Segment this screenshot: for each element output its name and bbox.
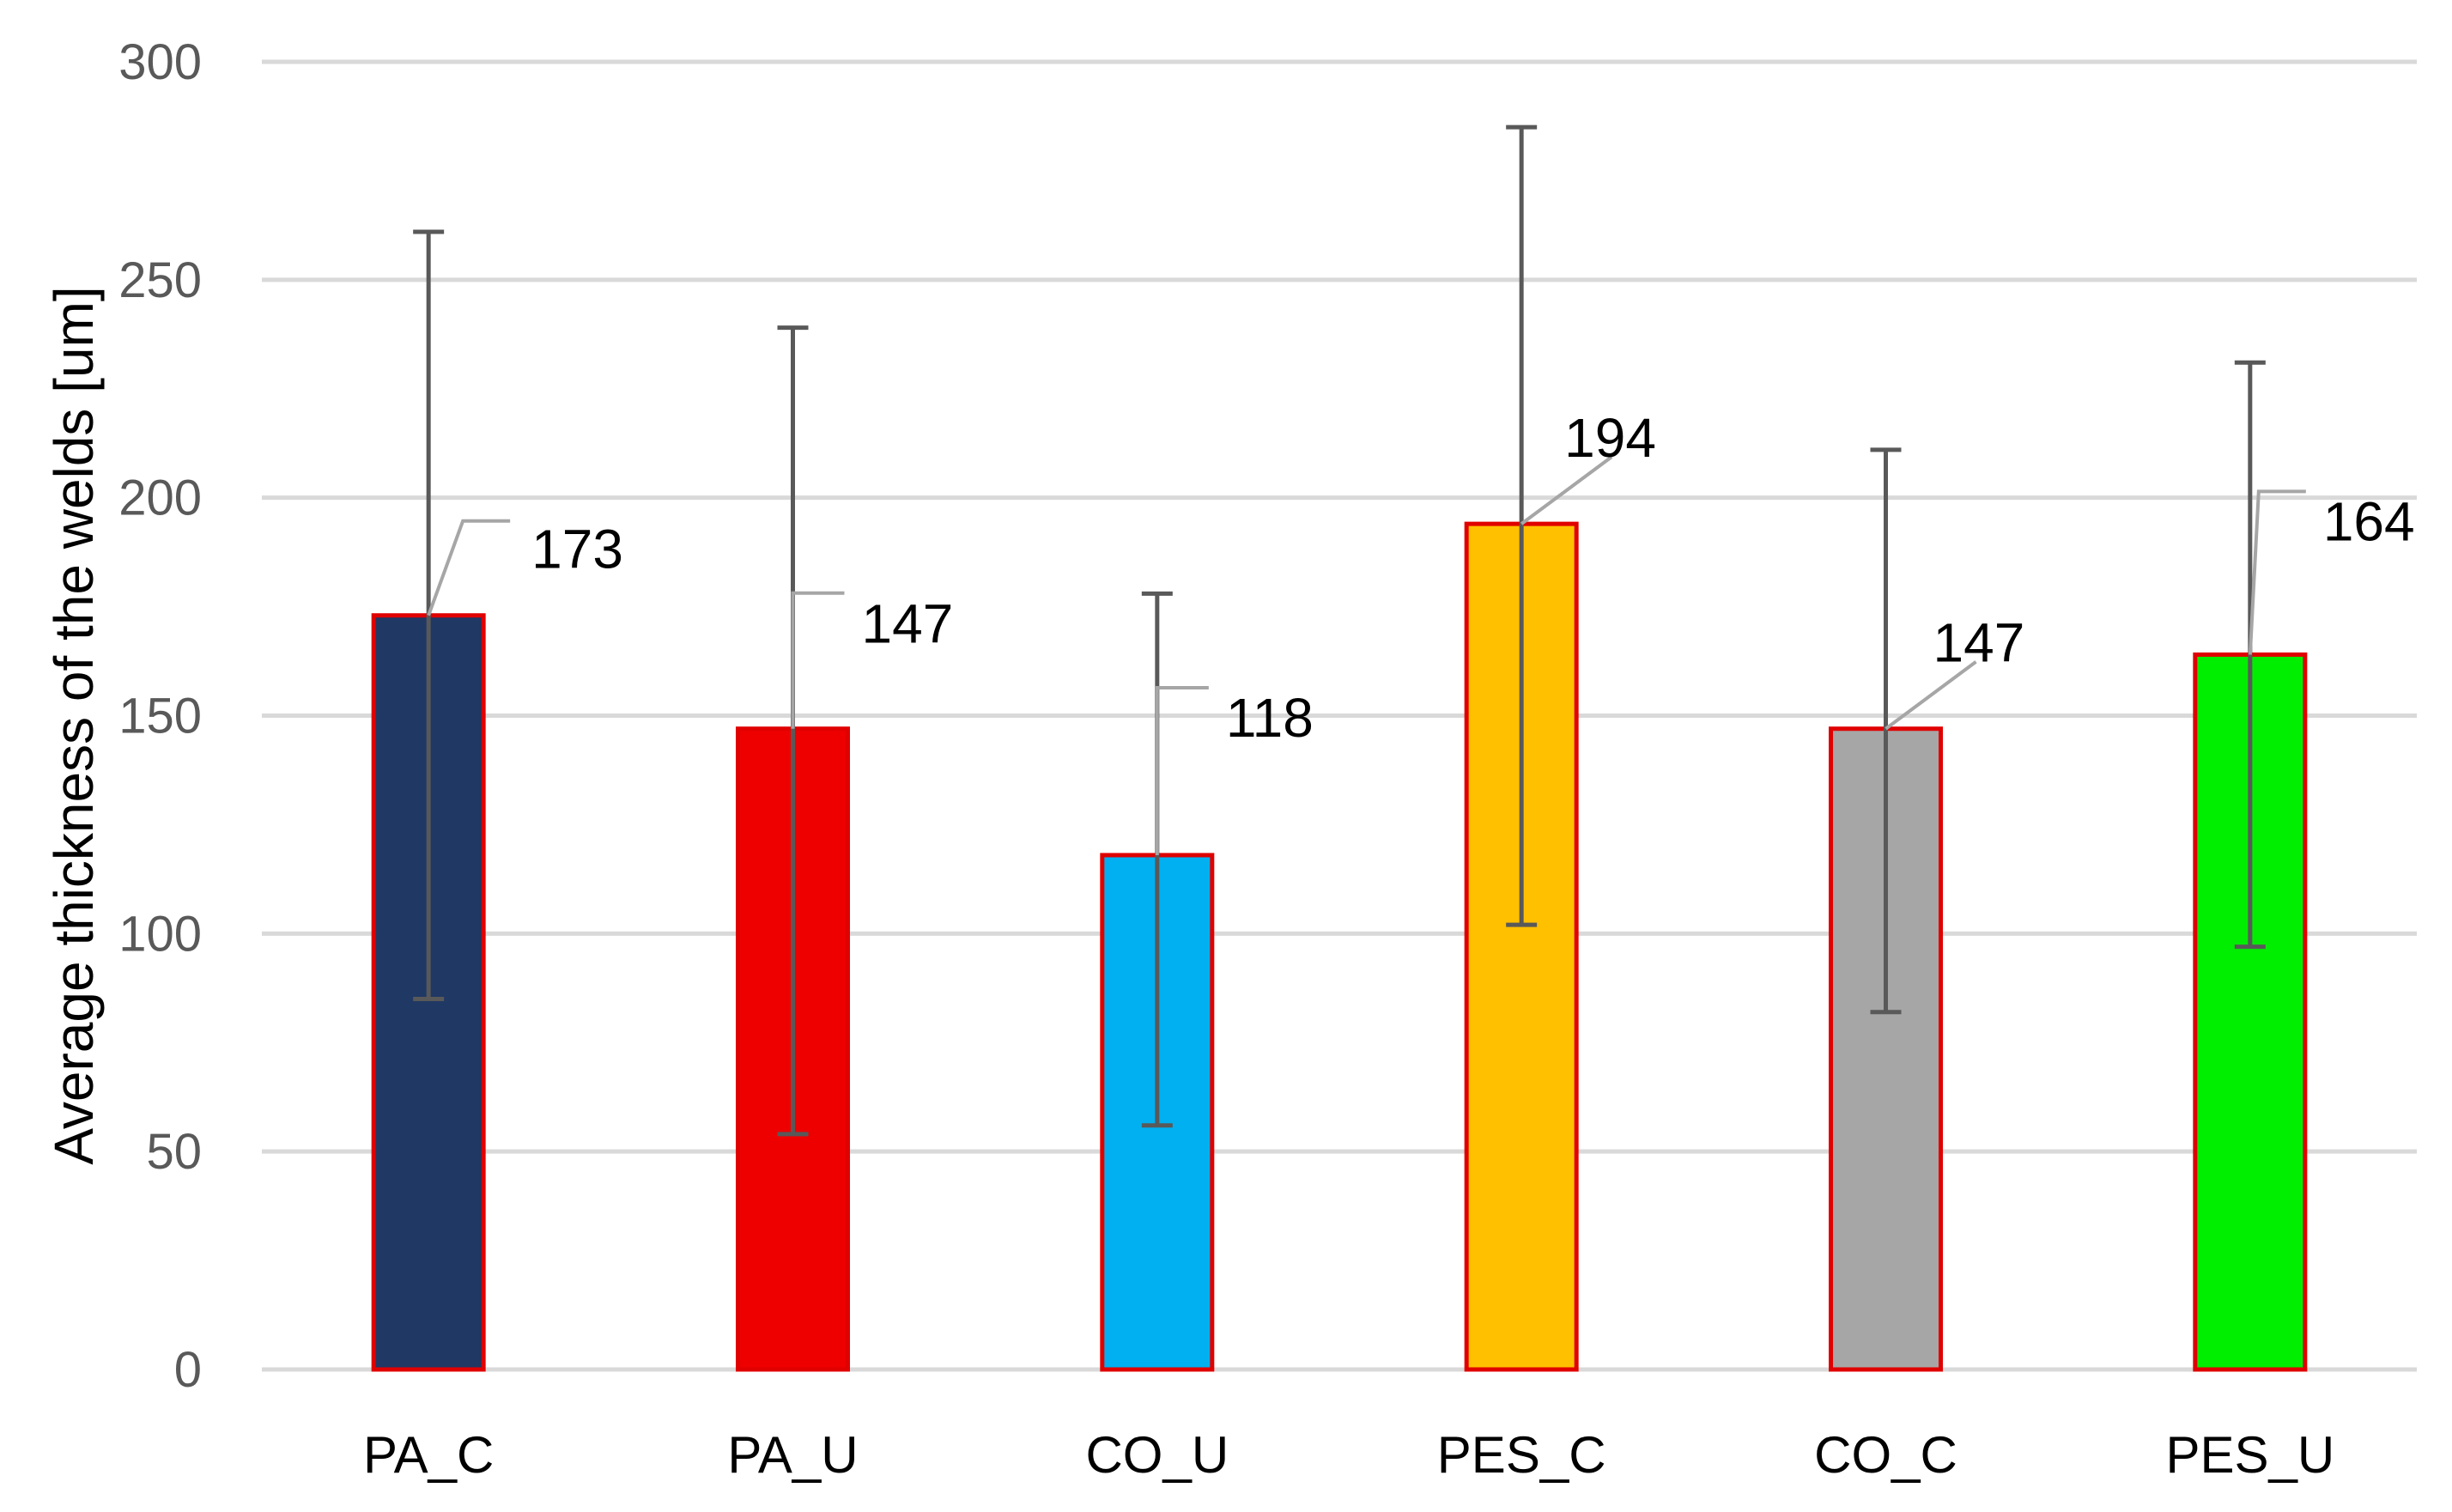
x-category-label: CO_U	[1085, 1426, 1229, 1484]
data-label-leaders	[427, 455, 2306, 855]
y-tick-label: 250	[118, 252, 202, 308]
data-labels: 173 147 118 194 147 164	[531, 407, 2414, 749]
y-tick-label: 0	[174, 1342, 202, 1398]
data-label-leader	[2248, 489, 2306, 655]
data-label-leader	[427, 519, 511, 616]
x-category-label: CO_C	[1814, 1426, 1957, 1484]
data-label-leader	[791, 591, 845, 729]
data-label: 194	[1564, 407, 1656, 469]
data-label: 147	[862, 593, 954, 655]
y-tick-label: 100	[118, 906, 202, 962]
x-category-label: PA_U	[727, 1426, 858, 1484]
data-label-leader	[1155, 685, 1209, 855]
y-tick-label: 300	[118, 34, 202, 90]
y-axis-ticks: 0 50 100 150 200 250 300	[118, 34, 202, 1398]
data-label: 164	[2323, 490, 2415, 552]
y-tick-label: 200	[118, 471, 202, 526]
y-tick-label: 150	[118, 689, 202, 744]
gridlines	[262, 59, 2417, 1372]
x-category-label: PA_C	[363, 1426, 494, 1484]
y-axis-label: Average thickness of the welds [um]	[43, 286, 105, 1164]
data-label: 173	[531, 519, 623, 580]
data-label: 147	[1933, 612, 2025, 674]
data-label-leader	[1520, 455, 1613, 525]
x-category-label: PES_C	[1437, 1426, 1606, 1484]
x-axis-categories: PA_C PA_U CO_U PES_C CO_C PES_U	[363, 1426, 2334, 1484]
y-tick-label: 50	[146, 1124, 202, 1180]
data-label-leader	[1885, 660, 1977, 731]
x-category-label: PES_U	[2165, 1426, 2334, 1484]
data-label: 118	[1226, 687, 1314, 749]
